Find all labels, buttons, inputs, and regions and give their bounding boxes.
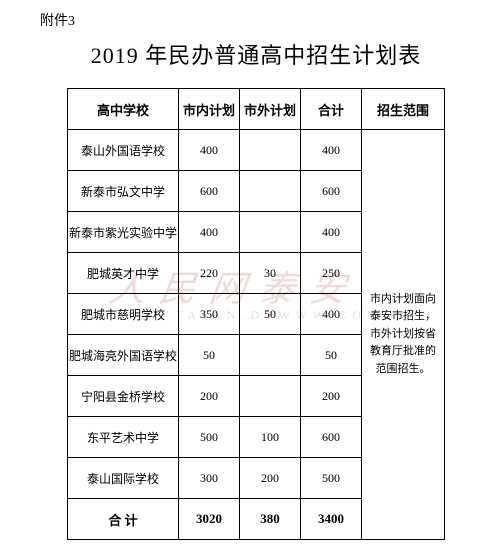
table-header-row: 高中学校 市内计划 市外计划 合计 招生范围: [68, 89, 445, 130]
cell-scope: 市内计划面向泰安市招生，市外计划按省教育厅批准的范围招生。: [362, 130, 445, 540]
enrollment-table: 高中学校 市内计划 市外计划 合计 招生范围 泰山外国语学校 400 400 市…: [67, 88, 445, 540]
cell-total: 600: [301, 171, 362, 212]
cell-school: 泰山国际学校: [68, 458, 179, 499]
cell-school: 肥城英才中学: [68, 253, 179, 294]
cell-total: 400: [301, 294, 362, 335]
cell-total: 600: [301, 417, 362, 458]
cell-out-plan: [240, 212, 301, 253]
cell-total: 200: [301, 376, 362, 417]
cell-total: 250: [301, 253, 362, 294]
cell-total: 400: [301, 212, 362, 253]
cell-out-plan: 100: [240, 417, 301, 458]
cell-city-plan: 500: [179, 417, 240, 458]
header-scope: 招生范围: [362, 89, 445, 130]
cell-out-plan: 200: [240, 458, 301, 499]
cell-school: 东平艺术中学: [68, 417, 179, 458]
attachment-label: 附件3: [40, 10, 472, 30]
cell-school: 新泰市弘文中学: [68, 171, 179, 212]
header-city-plan: 市内计划: [179, 89, 240, 130]
cell-school: 泰山外国语学校: [68, 130, 179, 171]
cell-out-plan: [240, 335, 301, 376]
cell-out-plan: [240, 376, 301, 417]
cell-city-plan: 350: [179, 294, 240, 335]
cell-school: 新泰市紫光实验中学: [68, 212, 179, 253]
cell-city-plan: 300: [179, 458, 240, 499]
cell-total: 500: [301, 458, 362, 499]
header-school: 高中学校: [68, 89, 179, 130]
cell-school: 宁阳县金桥学校: [68, 376, 179, 417]
cell-out-plan: 30: [240, 253, 301, 294]
total-sum: 3400: [301, 499, 362, 540]
total-city-plan: 3020: [179, 499, 240, 540]
cell-out-plan: [240, 171, 301, 212]
cell-city-plan: 200: [179, 376, 240, 417]
header-out-plan: 市外计划: [240, 89, 301, 130]
cell-out-plan: [240, 130, 301, 171]
cell-city-plan: 400: [179, 130, 240, 171]
cell-out-plan: 50: [240, 294, 301, 335]
cell-city-plan: 600: [179, 171, 240, 212]
cell-school: 肥城市慈明学校: [68, 294, 179, 335]
total-label: 合 计: [68, 499, 179, 540]
page-title: 2019 年民办普通高中招生计划表: [40, 38, 472, 70]
cell-total: 400: [301, 130, 362, 171]
cell-school: 肥城海亮外国语学校: [68, 335, 179, 376]
total-out-plan: 380: [240, 499, 301, 540]
cell-city-plan: 400: [179, 212, 240, 253]
cell-total: 50: [301, 335, 362, 376]
header-total: 合计: [301, 89, 362, 130]
table-row: 泰山外国语学校 400 400 市内计划面向泰安市招生，市外计划按省教育厅批准的…: [68, 130, 445, 171]
cell-city-plan: 50: [179, 335, 240, 376]
cell-city-plan: 220: [179, 253, 240, 294]
